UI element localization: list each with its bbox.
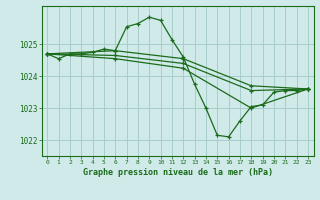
X-axis label: Graphe pression niveau de la mer (hPa): Graphe pression niveau de la mer (hPa) — [83, 168, 273, 177]
